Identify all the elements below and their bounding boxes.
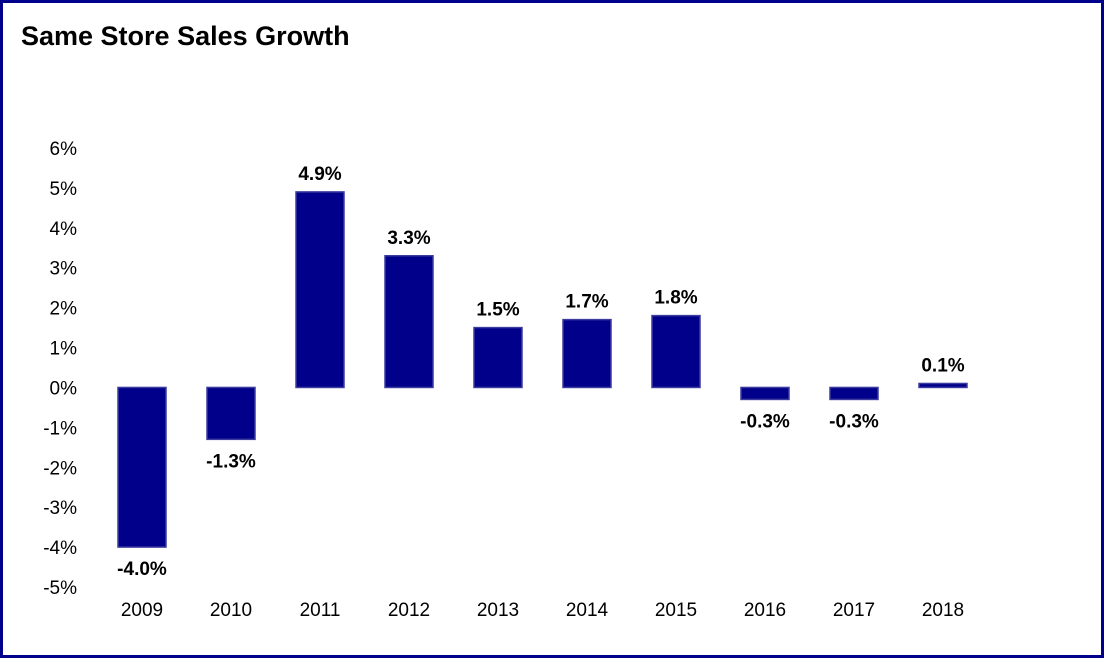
x-tick-label: 2009 [121,600,163,621]
bar-2014 [562,318,612,389]
data-label-2013: 1.5% [476,300,519,321]
bars [117,191,968,548]
y-tick-label: 0% [50,378,78,399]
x-tick-label: 2018 [922,600,964,621]
x-tick-label: 2012 [388,600,430,621]
y-tick-label: -5% [43,578,77,599]
x-tick-label: 2010 [210,600,252,621]
y-tick-label: 1% [50,339,78,360]
bar-2009 [117,386,167,548]
bar-2013 [473,326,523,389]
y-axis: 6% 5% 4% 3% 2% 1% 0% -1% -2% -3% -4% -5% [43,139,77,599]
data-label-2016: -0.3% [740,411,790,432]
x-tick-label: 2013 [477,600,519,621]
y-tick-label: 2% [50,299,78,320]
data-label-2018: 0.1% [921,355,964,376]
bar-2018 [918,382,968,389]
x-tick-label: 2016 [744,600,786,621]
y-tick-label: 3% [50,259,78,280]
x-tick-label: 2015 [655,600,697,621]
x-tick-label: 2011 [300,600,341,621]
data-label-2009: -4.0% [117,559,167,580]
bar-2017 [829,386,879,401]
bar-2015 [651,314,701,389]
data-label-2017: -0.3% [829,411,879,432]
chart-title: Same Store Sales Growth [21,21,350,51]
y-tick-label: -3% [43,498,77,519]
y-tick-label: -4% [43,538,77,559]
bar-2012 [384,255,434,389]
bar-2010 [206,386,256,441]
data-label-2011: 4.9% [298,164,341,185]
y-tick-label: 5% [50,179,78,200]
data-label-2010: -1.3% [206,451,256,472]
y-tick-label: 6% [50,139,78,160]
x-tick-label: 2017 [833,600,875,621]
data-label-2014: 1.7% [565,292,608,313]
data-label-2012: 3.3% [387,228,430,249]
bar-2016 [740,386,790,401]
data-label-2015: 1.8% [654,288,697,309]
x-tick-label: 2014 [566,600,609,621]
bar-2011 [295,191,345,389]
y-tick-label: -1% [43,418,77,439]
data-labels: -4.0% -1.3% 4.9% 3.3% 1.5% 1.7% 1.8% -0.3% -0.3%… [117,164,965,580]
x-axis: 2009 2010 2011 2012 2013 2014 2015 2016 2017 2018 [121,600,964,621]
y-tick-label: 4% [50,219,78,240]
y-tick-label: -2% [43,458,77,479]
